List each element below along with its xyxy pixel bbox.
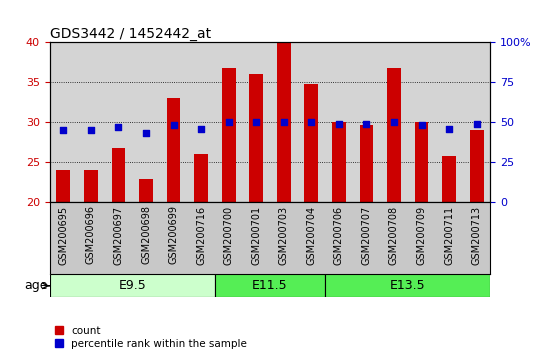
Text: GSM200704: GSM200704 xyxy=(306,205,316,264)
Text: E13.5: E13.5 xyxy=(390,279,425,292)
Text: GSM200713: GSM200713 xyxy=(472,205,482,264)
Bar xyxy=(249,74,263,202)
Text: GSM200695: GSM200695 xyxy=(58,205,68,264)
Point xyxy=(169,122,178,128)
Bar xyxy=(414,122,429,202)
Bar xyxy=(215,274,325,297)
Point xyxy=(59,127,68,133)
Bar xyxy=(277,42,291,202)
Text: E11.5: E11.5 xyxy=(252,279,288,292)
Bar xyxy=(166,98,181,202)
Text: GSM200703: GSM200703 xyxy=(279,205,289,264)
Point xyxy=(307,119,316,125)
Text: GSM200706: GSM200706 xyxy=(334,205,344,264)
Point xyxy=(197,126,206,131)
Text: GSM200700: GSM200700 xyxy=(224,205,234,264)
Bar xyxy=(84,170,98,202)
Text: GSM200709: GSM200709 xyxy=(417,205,426,264)
Text: GSM200711: GSM200711 xyxy=(444,205,454,264)
Point xyxy=(279,119,288,125)
Point xyxy=(114,124,123,130)
Point xyxy=(362,121,371,126)
Text: GSM200707: GSM200707 xyxy=(361,205,371,265)
Point xyxy=(417,122,426,128)
Point xyxy=(334,121,343,126)
Bar xyxy=(469,130,484,202)
Bar xyxy=(387,68,401,202)
Bar xyxy=(332,122,346,202)
Bar xyxy=(111,148,125,202)
Point xyxy=(224,119,233,125)
Text: GSM200701: GSM200701 xyxy=(251,205,261,264)
Text: GDS3442 / 1452442_at: GDS3442 / 1452442_at xyxy=(50,28,210,41)
Bar xyxy=(325,274,490,297)
Text: GSM200697: GSM200697 xyxy=(114,205,123,264)
Text: GSM200699: GSM200699 xyxy=(169,205,179,264)
Point xyxy=(445,126,453,131)
Bar xyxy=(50,274,215,297)
Bar xyxy=(442,155,456,202)
Bar xyxy=(222,68,235,202)
Point xyxy=(472,121,481,126)
Text: GSM200698: GSM200698 xyxy=(141,205,151,264)
Text: GSM200708: GSM200708 xyxy=(389,205,399,264)
Point xyxy=(87,127,95,133)
Text: age: age xyxy=(25,279,48,292)
Point xyxy=(142,130,150,136)
Text: GSM200696: GSM200696 xyxy=(86,205,96,264)
Point xyxy=(390,119,398,125)
Text: E9.5: E9.5 xyxy=(118,279,146,292)
Bar xyxy=(139,179,153,202)
Bar xyxy=(195,154,208,202)
Text: GSM200716: GSM200716 xyxy=(196,205,206,264)
Bar xyxy=(360,125,374,202)
Legend: count, percentile rank within the sample: count, percentile rank within the sample xyxy=(55,326,247,349)
Point xyxy=(252,119,261,125)
Bar xyxy=(304,84,318,202)
Bar xyxy=(56,170,71,202)
